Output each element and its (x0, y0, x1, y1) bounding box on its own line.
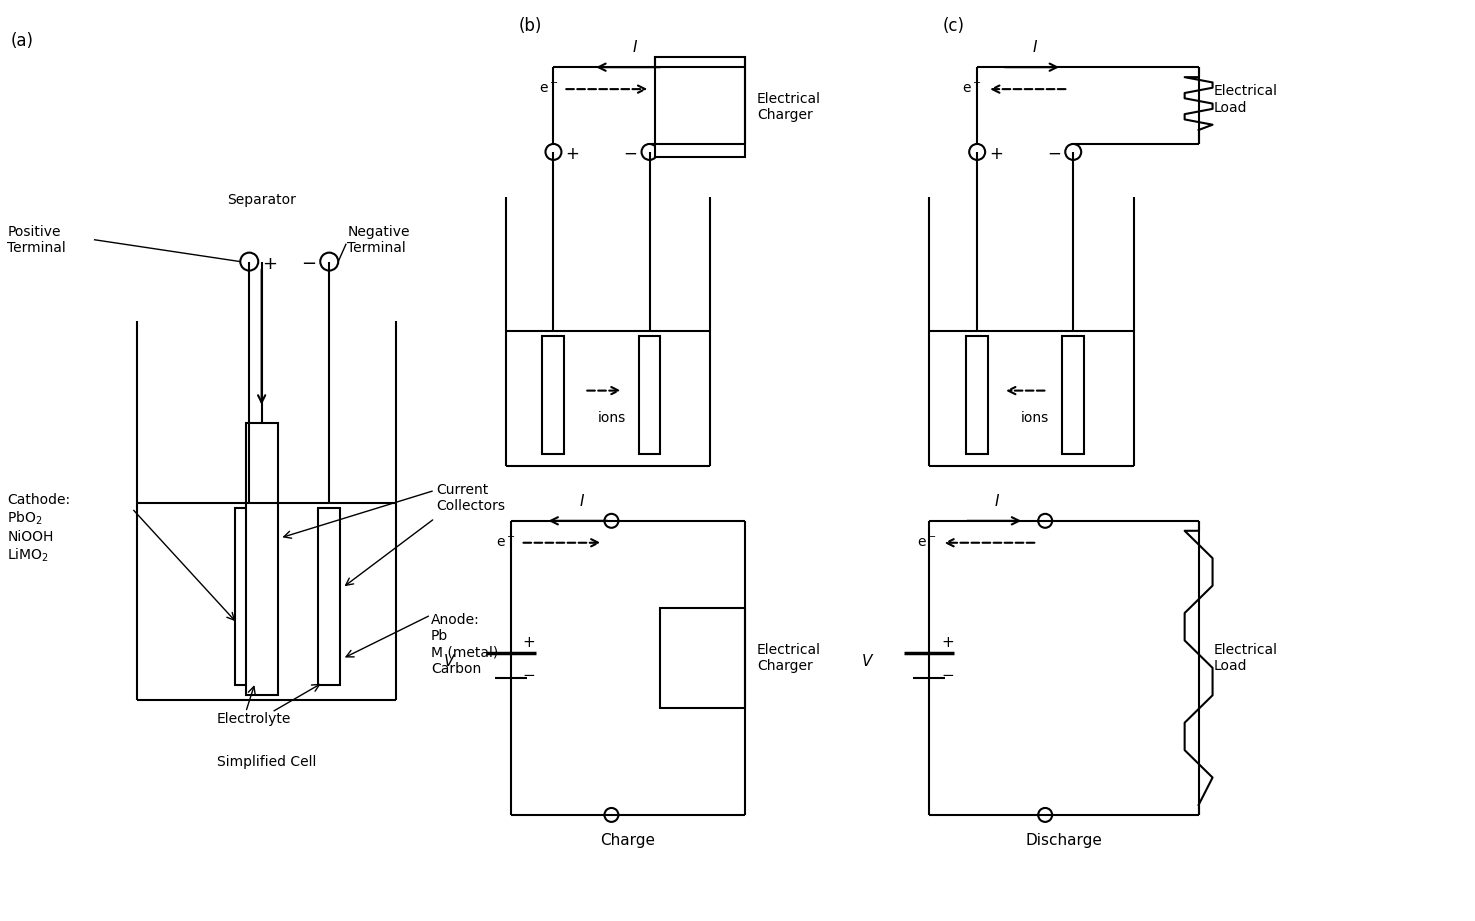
Text: Electrical
Charger: Electrical Charger (757, 643, 822, 673)
Text: Current
Collectors: Current Collectors (437, 484, 504, 513)
Text: Electrolyte: Electrolyte (217, 712, 291, 727)
Text: Simplified Cell: Simplified Cell (217, 755, 316, 769)
Text: −: − (1047, 145, 1062, 163)
Bar (246, 423, 277, 695)
Text: Discharge: Discharge (1025, 833, 1102, 848)
Text: Cathode:
PbO$_2$
NiOOH
LiMO$_2$: Cathode: PbO$_2$ NiOOH LiMO$_2$ (7, 494, 71, 564)
Text: e$^-$: e$^-$ (916, 536, 937, 550)
Text: +: + (990, 145, 1003, 163)
Text: e$^-$: e$^-$ (496, 536, 516, 550)
Text: e$^-$: e$^-$ (963, 82, 982, 96)
Text: +: + (263, 254, 277, 273)
Bar (319, 508, 341, 685)
Text: (c): (c) (943, 17, 965, 35)
Text: (b): (b) (519, 17, 541, 35)
Text: +: + (941, 635, 954, 650)
Text: (a): (a) (10, 32, 34, 51)
Bar (966, 336, 988, 454)
Text: ions: ions (597, 411, 625, 425)
Text: $I$: $I$ (633, 40, 639, 55)
Text: −: − (301, 254, 316, 273)
Text: +: + (565, 145, 580, 163)
Text: Positive
Terminal: Positive Terminal (7, 225, 66, 255)
Bar (639, 336, 661, 454)
Bar (1062, 336, 1084, 454)
Text: −: − (941, 669, 954, 683)
Text: Negative
Terminal: Negative Terminal (347, 225, 410, 255)
Text: Charge: Charge (600, 833, 655, 848)
Text: Separator: Separator (227, 192, 296, 207)
Bar (655, 57, 745, 157)
Text: Anode:
Pb
M (metal)
Carbon: Anode: Pb M (metal) Carbon (431, 613, 499, 675)
Text: −: − (624, 145, 637, 163)
Text: −: − (522, 669, 535, 683)
Text: $I$: $I$ (580, 493, 586, 509)
Text: $I$: $I$ (994, 493, 1000, 509)
Bar (661, 608, 745, 707)
Text: Electrical
Charger: Electrical Charger (757, 92, 822, 122)
Text: ions: ions (1021, 411, 1049, 425)
Bar (543, 336, 565, 454)
Text: $V$: $V$ (442, 653, 456, 669)
Bar (236, 508, 263, 685)
Text: +: + (522, 635, 535, 650)
Text: $V$: $V$ (861, 653, 875, 669)
Text: e$^-$: e$^-$ (538, 82, 559, 96)
Text: Electrical
Load: Electrical Load (1214, 85, 1277, 115)
Text: Electrical
Load: Electrical Load (1214, 643, 1277, 673)
Text: $I$: $I$ (1032, 40, 1038, 55)
